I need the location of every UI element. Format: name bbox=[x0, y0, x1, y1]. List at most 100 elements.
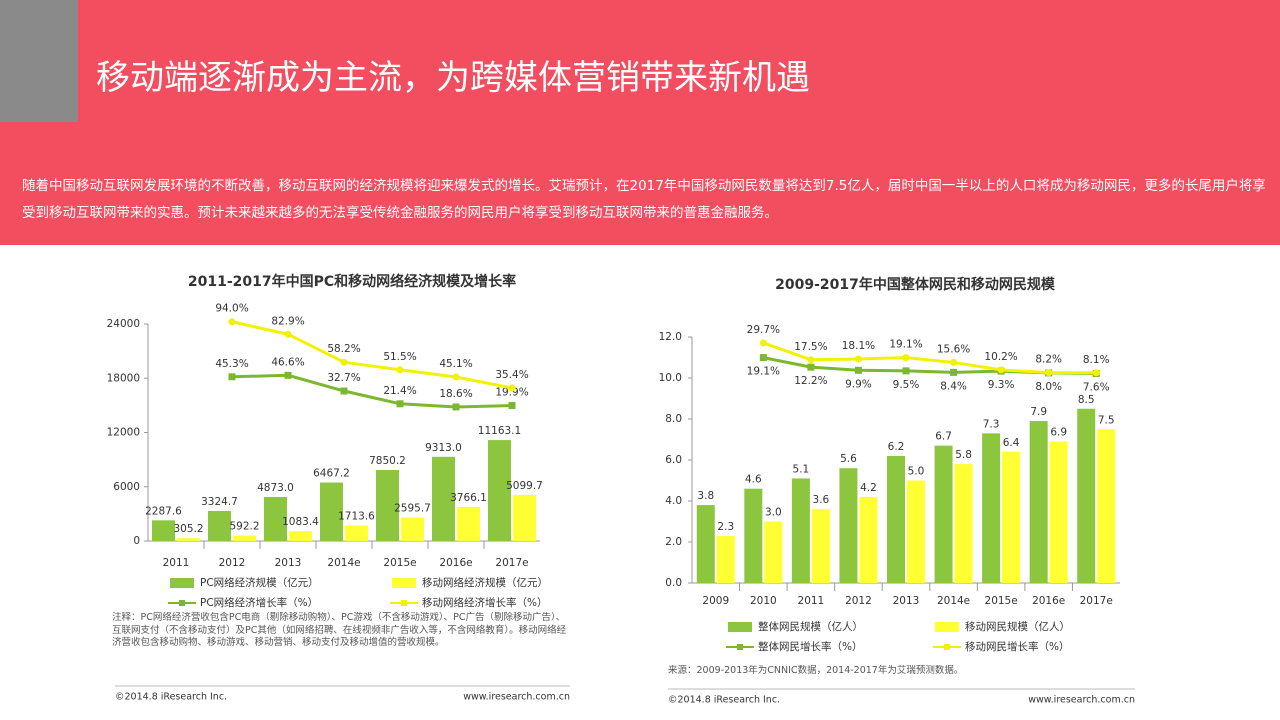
legend-marker bbox=[944, 644, 950, 650]
line-marker bbox=[340, 387, 348, 395]
bar bbox=[982, 433, 1001, 583]
line-value-label: 46.6% bbox=[271, 356, 304, 368]
bar bbox=[954, 464, 973, 583]
bar bbox=[839, 468, 858, 583]
legend-label: PC网络经济规模（亿元） bbox=[200, 576, 319, 589]
bar bbox=[1097, 429, 1116, 583]
line-marker bbox=[854, 355, 862, 363]
bar bbox=[376, 470, 399, 541]
bar bbox=[233, 535, 256, 541]
bar bbox=[744, 488, 763, 583]
line-series bbox=[762, 341, 1097, 375]
line-marker bbox=[396, 400, 404, 408]
bar bbox=[696, 505, 715, 583]
bar bbox=[811, 509, 830, 583]
legend-label: 移动网民规模（亿人） bbox=[965, 620, 1070, 633]
line-marker bbox=[902, 354, 910, 362]
legend-marker bbox=[737, 644, 743, 650]
line-marker bbox=[807, 356, 815, 364]
line-marker bbox=[284, 330, 292, 338]
y-tick-label: 6.0 bbox=[665, 454, 682, 466]
bar-value-label: 592.2 bbox=[229, 521, 259, 533]
bar-value-label: 5.8 bbox=[955, 449, 972, 461]
x-tick-label: 2011 bbox=[163, 557, 190, 569]
bar-value-label: 1083.4 bbox=[282, 516, 319, 528]
bar bbox=[716, 535, 735, 583]
bar bbox=[1049, 441, 1068, 583]
line-value-label: 9.9% bbox=[845, 378, 872, 390]
bar bbox=[457, 506, 480, 541]
y-tick-label: 8.0 bbox=[665, 413, 682, 425]
line-marker bbox=[508, 401, 516, 409]
bar-value-label: 6.2 bbox=[888, 441, 905, 453]
note-text: 注释：PC网络经济营收包含PC电商（剔除移动购物）、PC游戏（不含移动游戏）、P… bbox=[112, 612, 567, 648]
bar bbox=[513, 494, 536, 541]
bar-value-label: 6.7 bbox=[935, 431, 952, 443]
line-marker bbox=[902, 367, 910, 375]
y-tick-label: 12000 bbox=[107, 427, 140, 439]
bar-value-label: 305.2 bbox=[173, 523, 203, 535]
line-marker bbox=[854, 366, 862, 374]
legend-swatch bbox=[392, 578, 416, 588]
line-value-label: 19.9% bbox=[495, 386, 528, 398]
line-value-label: 12.2% bbox=[794, 375, 827, 387]
x-tick-label: 2016e bbox=[439, 557, 472, 569]
line-value-label: 19.1% bbox=[747, 366, 780, 378]
y-tick-label: 2.0 bbox=[665, 536, 682, 548]
bar bbox=[934, 445, 953, 583]
line-marker bbox=[1092, 369, 1100, 377]
x-tick-label: 2013 bbox=[893, 595, 920, 607]
charts: 2011-2017年中国PC和移动网络经济规模及增长率 0 6000 12000 180… bbox=[107, 273, 1135, 706]
x-tick-label: 2012 bbox=[845, 595, 872, 607]
legend-marker bbox=[179, 600, 185, 606]
bar bbox=[289, 531, 312, 541]
line-marker bbox=[807, 363, 815, 371]
y-tick-label: 6000 bbox=[113, 481, 140, 493]
bar-value-label: 3766.1 bbox=[450, 492, 487, 504]
bar-value-label: 6467.2 bbox=[313, 468, 350, 480]
bar bbox=[791, 478, 810, 583]
bar bbox=[401, 517, 424, 541]
bar-value-label: 8.5 bbox=[1078, 394, 1095, 406]
bar-value-label: 1713.6 bbox=[338, 511, 375, 523]
bar-value-label: 4.6 bbox=[745, 474, 762, 486]
bar-value-label: 2.3 bbox=[717, 521, 734, 533]
x-tick-label: 2012 bbox=[219, 557, 246, 569]
x-tick-label: 2009 bbox=[702, 595, 729, 607]
line-marker bbox=[997, 366, 1005, 374]
x-tick-label: 2017e bbox=[1080, 595, 1113, 607]
line-value-label: 8.4% bbox=[940, 380, 967, 392]
line-value-label: 10.2% bbox=[984, 351, 1017, 363]
header-accent bbox=[0, 0, 78, 122]
copyright: ©2014.8 iResearch Inc. bbox=[668, 695, 780, 706]
line-value-label: 58.2% bbox=[327, 343, 360, 355]
line-value-label: 17.5% bbox=[794, 341, 827, 353]
line-marker bbox=[759, 354, 767, 362]
bar bbox=[432, 456, 455, 541]
legend-swatch bbox=[935, 622, 959, 632]
y-tick-label: 18000 bbox=[107, 372, 140, 384]
legend-swatch bbox=[728, 622, 752, 632]
line-value-label: 15.6% bbox=[937, 343, 970, 355]
bar-value-label: 5.0 bbox=[908, 466, 925, 478]
website: www.iresearch.com.cn bbox=[1028, 695, 1135, 706]
x-tick-label: 2014e bbox=[327, 557, 360, 569]
bar bbox=[887, 455, 905, 583]
line-marker bbox=[396, 366, 404, 374]
bar-value-label: 3.6 bbox=[813, 494, 830, 506]
header-band bbox=[0, 0, 1280, 245]
legend-label: 整体网民增长率（%） bbox=[758, 640, 862, 653]
x-tick-label: 2016e bbox=[1032, 595, 1065, 607]
line-value-label: 8.2% bbox=[1035, 354, 1062, 366]
line-value-label: 82.9% bbox=[271, 315, 304, 327]
bar-value-label: 7.5 bbox=[1098, 414, 1115, 426]
line-marker bbox=[950, 368, 958, 376]
bar-value-label: 3324.7 bbox=[201, 496, 238, 508]
legend-label: 移动网民增长率（%） bbox=[965, 640, 1069, 653]
x-tick-label: 2013 bbox=[275, 557, 302, 569]
bar bbox=[177, 538, 200, 541]
x-tick-label: 2015e bbox=[383, 557, 416, 569]
line-series bbox=[231, 373, 513, 409]
slide-title: 移动端逐渐成为主流，为跨媒体营销带来新机遇 bbox=[96, 58, 810, 98]
line-marker bbox=[950, 358, 958, 366]
